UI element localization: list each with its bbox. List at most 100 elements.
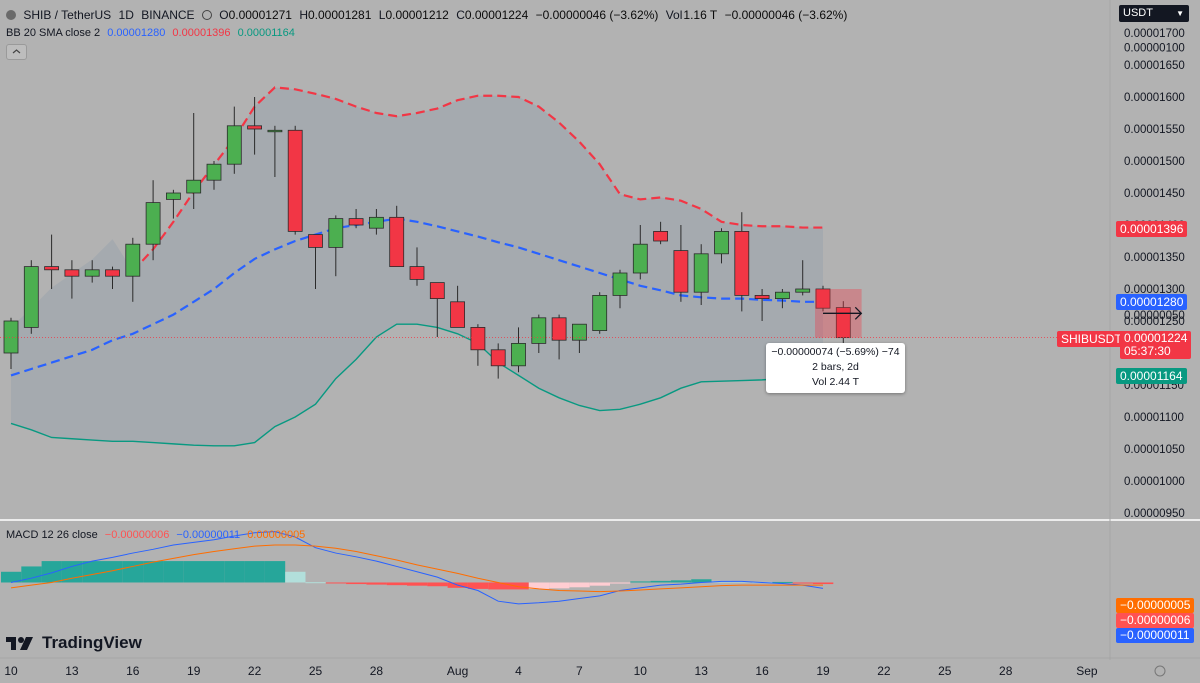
macd-signal-tag: −0.00000005 bbox=[1116, 598, 1195, 613]
interval-label[interactable]: 1D bbox=[118, 8, 134, 22]
candle-body bbox=[409, 266, 425, 280]
candle-body bbox=[308, 234, 323, 248]
macd-hist-bar bbox=[813, 582, 834, 585]
candle-body bbox=[368, 216, 384, 229]
candle-body bbox=[287, 129, 303, 232]
bb-lower-price-tag: 0.00001164 bbox=[1116, 368, 1187, 384]
volume-value: 1.16 T bbox=[683, 8, 718, 22]
open-label: O bbox=[219, 8, 229, 22]
price-tick-label: 0.00001550 bbox=[1124, 124, 1185, 136]
macd-hist-bar bbox=[488, 582, 509, 590]
price-tick-label: 0.00001700 bbox=[1124, 28, 1185, 40]
macd-line-value: −0.00000011 bbox=[176, 529, 241, 541]
candle-body bbox=[23, 266, 39, 328]
macd-hist-bar bbox=[731, 581, 753, 583]
currency-selector[interactable]: USDT ▼ bbox=[1119, 5, 1189, 22]
candle-body bbox=[795, 288, 811, 293]
bb-legend[interactable]: BB 20 SMA close 2 0.00001280 0.00001396 … bbox=[6, 27, 299, 39]
candle-body bbox=[328, 218, 344, 248]
time-tick-label: 16 bbox=[126, 664, 140, 678]
candle-body bbox=[450, 301, 466, 328]
change-value: −0.00000046 (−3.62%) bbox=[535, 8, 659, 22]
candle-body bbox=[389, 216, 405, 268]
price-tick-label: 0.00001600 bbox=[1124, 92, 1185, 104]
bb-lower-line bbox=[10, 323, 824, 447]
time-tick-label: 16 bbox=[755, 664, 769, 678]
high-value: 0.00001281 bbox=[308, 8, 372, 22]
macd-hist-bar bbox=[41, 561, 62, 583]
volume-change-value: −0.00000046 (−3.62%) bbox=[724, 8, 848, 22]
macd-hist-bar bbox=[346, 582, 367, 585]
time-tick-label: 25 bbox=[309, 664, 323, 678]
macd-signal-value: 0.00000005 bbox=[247, 529, 306, 541]
price-tick-label: 0.00001350 bbox=[1124, 252, 1185, 264]
last-price-tag: 0.00001224 05:37:30 bbox=[1120, 331, 1192, 359]
low-value: 0.00001212 bbox=[385, 8, 449, 22]
candle-body bbox=[734, 230, 750, 296]
candle-body bbox=[511, 342, 526, 367]
candle-body bbox=[470, 326, 486, 351]
price-tick-label: 0.00001000 bbox=[1124, 476, 1185, 488]
time-tick-label: Aug bbox=[447, 664, 468, 678]
candle-body bbox=[754, 294, 770, 299]
time-tick-label: 7 bbox=[576, 664, 583, 678]
currency-label: USDT bbox=[1123, 7, 1153, 19]
macd-hist-bar bbox=[569, 582, 590, 588]
time-tick-label: 19 bbox=[187, 664, 201, 678]
macd-hist-bar bbox=[244, 561, 265, 583]
price-tick-label: 0.00001300 bbox=[1124, 284, 1185, 296]
candle-body bbox=[612, 272, 628, 296]
tradingview-logo-icon bbox=[6, 637, 33, 650]
bb-label: BB 20 SMA close 2 bbox=[6, 27, 101, 39]
collapse-legend-button[interactable] bbox=[6, 44, 27, 60]
candle-body bbox=[673, 250, 689, 293]
candle-body bbox=[531, 317, 547, 344]
macd-hist-bar bbox=[386, 582, 407, 586]
candle-body bbox=[815, 288, 831, 309]
high-label: H bbox=[299, 8, 308, 22]
macd-hist-bar bbox=[772, 581, 793, 583]
close-value: 0.00001224 bbox=[464, 8, 529, 22]
symbol-price-tag: SHIBUSDT bbox=[1057, 331, 1126, 347]
macd-legend[interactable]: MACD 12 26 close −0.00000006 −0.00000011… bbox=[6, 529, 309, 541]
time-tick-label: 13 bbox=[65, 664, 79, 678]
macd-hist-bar bbox=[528, 582, 550, 589]
measure-tooltip: −0.00000074 (−5.69%) −74 2 bars, 2d Vol … bbox=[766, 343, 905, 393]
macd-hist-bar bbox=[691, 579, 712, 583]
candle-body bbox=[44, 266, 59, 271]
tradingview-logo[interactable]: TradingView bbox=[6, 633, 142, 653]
symbol-name[interactable]: SHIB / TetherUS bbox=[23, 8, 112, 22]
bb-basis-price-tag: 0.00001280 bbox=[1116, 294, 1188, 310]
candle-body bbox=[206, 163, 222, 181]
macd-hist-bar bbox=[122, 561, 144, 583]
candle-body bbox=[592, 294, 608, 331]
time-tick-label: 22 bbox=[248, 664, 262, 678]
macd-tick-label: 0.00000050 bbox=[1124, 310, 1185, 322]
chevron-down-icon: ▼ bbox=[1176, 9, 1184, 18]
price-tick-label: 0.00001500 bbox=[1124, 156, 1185, 168]
measure-arrow-icon bbox=[854, 306, 863, 320]
exchange-label: BINANCE bbox=[141, 8, 195, 22]
candle-body bbox=[775, 291, 790, 300]
candle-body bbox=[247, 125, 263, 130]
macd-hist-bar bbox=[163, 561, 184, 583]
chevron-up-icon bbox=[12, 49, 21, 54]
time-tick-label: 10 bbox=[4, 664, 18, 678]
candle-body bbox=[714, 230, 729, 255]
time-tick-label: 28 bbox=[999, 664, 1013, 678]
time-tick-label: 22 bbox=[877, 664, 891, 678]
macd-hist-value: −0.00000006 bbox=[104, 529, 170, 541]
macd-hist-bar bbox=[1, 571, 22, 583]
measure-change: −0.00000074 (−5.69%) −74 bbox=[771, 346, 900, 358]
price-tick-label: 0.00001250 bbox=[1124, 316, 1185, 328]
time-tick-label: 10 bbox=[634, 664, 648, 678]
bb-upper-line bbox=[131, 86, 823, 272]
measure-volume: Vol 2.44 T bbox=[811, 376, 860, 388]
macd-hist-bar bbox=[285, 571, 306, 583]
macd-hist-bar bbox=[467, 582, 489, 589]
time-tick-label: 19 bbox=[816, 664, 830, 678]
candle-body bbox=[632, 243, 648, 274]
time-tick-label: 28 bbox=[370, 664, 384, 678]
